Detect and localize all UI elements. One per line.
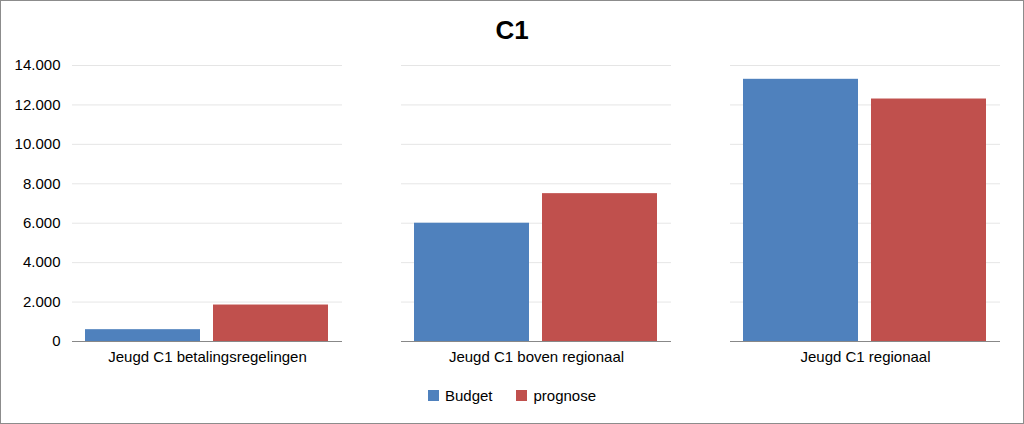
svg-text:6.000: 6.000 — [23, 214, 61, 231]
svg-text:14.000: 14.000 — [15, 56, 61, 73]
html-text:prognose: prognose — [533, 386, 596, 404]
svg-text:Jeugd C1 regionaal: Jeugd C1 regionaal — [800, 348, 930, 365]
svg-text:Jeugd C1 betalingsregelingen: Jeugd C1 betalingsregelingen — [108, 348, 306, 365]
svg-text:0: 0 — [52, 332, 60, 349]
html-text:C1: C1 — [495, 15, 529, 45]
svg-text:10.000: 10.000 — [15, 135, 61, 152]
svg-text:8.000: 8.000 — [23, 175, 61, 192]
svg-text:Jeugd C1 boven regionaal: Jeugd C1 boven regionaal — [449, 348, 624, 365]
svg-text:2.000: 2.000 — [23, 293, 61, 310]
svg-text:12.000: 12.000 — [15, 96, 61, 113]
html-text:Budget: Budget — [444, 386, 493, 404]
svg-text:4.000: 4.000 — [23, 253, 61, 270]
